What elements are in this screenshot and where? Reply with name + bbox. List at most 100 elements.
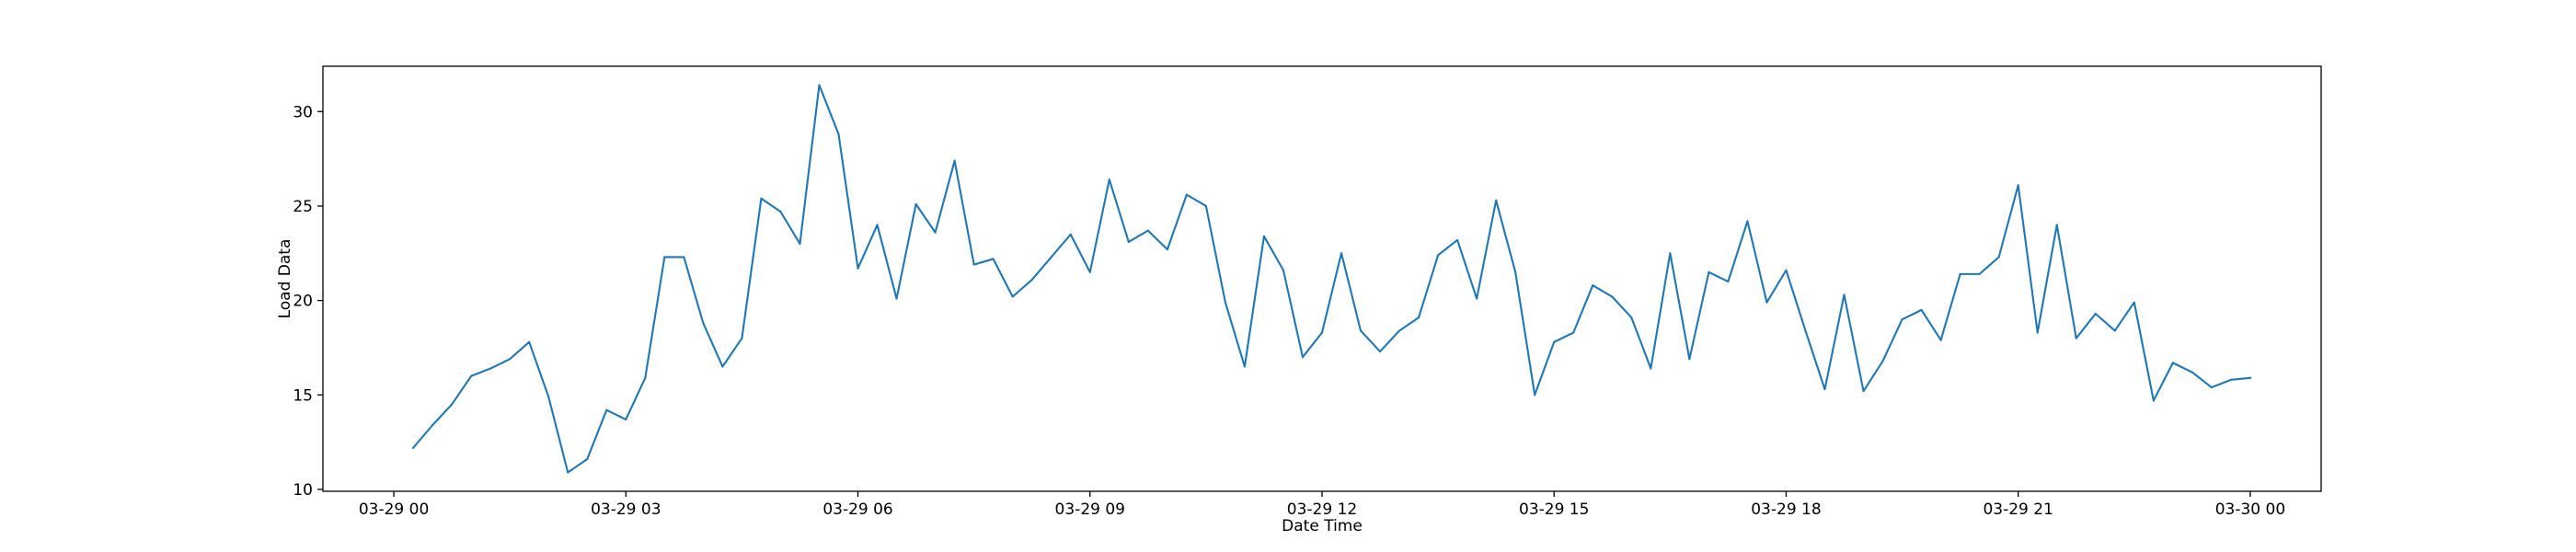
data-point — [1514, 270, 1517, 273]
data-point — [2055, 224, 2058, 226]
data-point — [702, 322, 705, 325]
data-point — [2152, 399, 2155, 402]
y-axis: 10 15 20 25 30 — [293, 103, 323, 500]
data-point — [412, 446, 415, 449]
data-point — [876, 224, 879, 226]
data-point — [1843, 293, 1846, 296]
data-point — [547, 396, 550, 398]
data-point — [1765, 301, 1768, 304]
data-point — [1959, 272, 1961, 275]
data-point — [1785, 269, 1788, 271]
data-point — [1727, 281, 1730, 283]
series-line — [411, 84, 2252, 474]
x-tick-label: 03-30 00 — [2215, 500, 2285, 519]
data-point — [1437, 254, 1440, 257]
x-tick-label: 03-29 00 — [359, 500, 429, 519]
data-point — [1708, 270, 1710, 273]
data-point — [1901, 318, 1903, 321]
data-point — [1379, 351, 1382, 353]
y-tick-label: 30 — [293, 103, 313, 121]
data-point — [914, 202, 917, 205]
data-point — [1185, 193, 1188, 196]
data-point — [1804, 329, 1807, 332]
y-tick-label: 10 — [293, 481, 313, 500]
data-point — [2017, 184, 2019, 187]
data-point — [1920, 308, 1923, 311]
data-point — [2248, 376, 2251, 379]
data-point — [1069, 233, 1072, 236]
x-tick-label: 03-29 15 — [1519, 500, 1589, 519]
data-point — [1997, 256, 2000, 259]
data-point — [1243, 365, 1246, 368]
x-tick-label: 03-29 21 — [1983, 500, 2053, 519]
y-tick-label: 20 — [293, 293, 313, 311]
data-point — [431, 424, 434, 427]
data-point — [451, 403, 454, 406]
data-point — [992, 258, 995, 260]
data-point — [1592, 284, 1594, 287]
x-tick-label: 03-29 03 — [591, 500, 661, 519]
data-point — [644, 376, 647, 379]
data-point — [1650, 367, 1652, 370]
plot-frame — [322, 65, 2322, 492]
data-point — [1418, 316, 1420, 319]
data-point — [818, 84, 821, 86]
data-point — [1050, 256, 1052, 259]
data-point — [1688, 358, 1691, 361]
data-point — [1224, 301, 1226, 304]
data-point — [2191, 371, 2193, 374]
y-tick-label: 25 — [293, 198, 313, 216]
data-point — [1669, 252, 1672, 255]
data-point — [1495, 199, 1498, 201]
data-point — [1262, 235, 1265, 237]
x-tick-label: 03-29 09 — [1055, 500, 1125, 519]
data-point — [1572, 331, 1575, 334]
data-point — [760, 197, 763, 200]
data-point — [2075, 337, 2077, 339]
y-tick-label: 15 — [293, 386, 313, 405]
data-point — [2229, 378, 2232, 381]
data-point — [953, 159, 956, 162]
data-point — [1456, 238, 1459, 241]
data-point — [1476, 297, 1478, 300]
data-point — [1030, 278, 1033, 282]
data-point — [605, 408, 608, 411]
data-point — [1978, 272, 1981, 275]
data-point — [509, 358, 512, 361]
data-point — [1320, 331, 1324, 334]
data-point — [895, 297, 898, 300]
data-point — [1939, 339, 1942, 341]
data-point — [837, 132, 840, 135]
x-tick-label: 03-29 12 — [1287, 500, 1357, 519]
data-point — [625, 418, 627, 421]
data-point — [1359, 329, 1363, 332]
data-point — [1146, 229, 1149, 232]
x-tick-label: 03-29 06 — [822, 500, 892, 519]
data-point — [934, 231, 937, 234]
plot-area — [411, 84, 2252, 474]
data-point — [799, 242, 801, 246]
data-point — [721, 365, 724, 368]
data-point — [1127, 240, 1130, 244]
x-axis: 03-29 00 03-29 03 03-29 06 03-29 09 03-29 12… — [359, 491, 2285, 519]
data-point — [2133, 301, 2135, 304]
data-point — [857, 267, 859, 270]
data-point — [1881, 360, 1884, 362]
y-axis-label: Load Data — [276, 239, 294, 319]
data-point — [1823, 388, 1826, 391]
x-axis-label: Date Time — [1282, 517, 1363, 535]
data-point — [1301, 356, 1305, 359]
data-point — [2094, 312, 2097, 316]
data-point — [1630, 316, 1633, 319]
data-point — [972, 263, 975, 266]
data-point — [1340, 252, 1343, 255]
x-tick-label: 03-29 18 — [1751, 500, 1821, 519]
data-point — [1204, 204, 1207, 207]
data-point — [470, 374, 473, 377]
data-point — [2210, 386, 2213, 389]
data-point — [1166, 248, 1168, 251]
data-point — [1746, 220, 1749, 223]
data-point — [2036, 331, 2039, 334]
data-point — [741, 337, 743, 339]
